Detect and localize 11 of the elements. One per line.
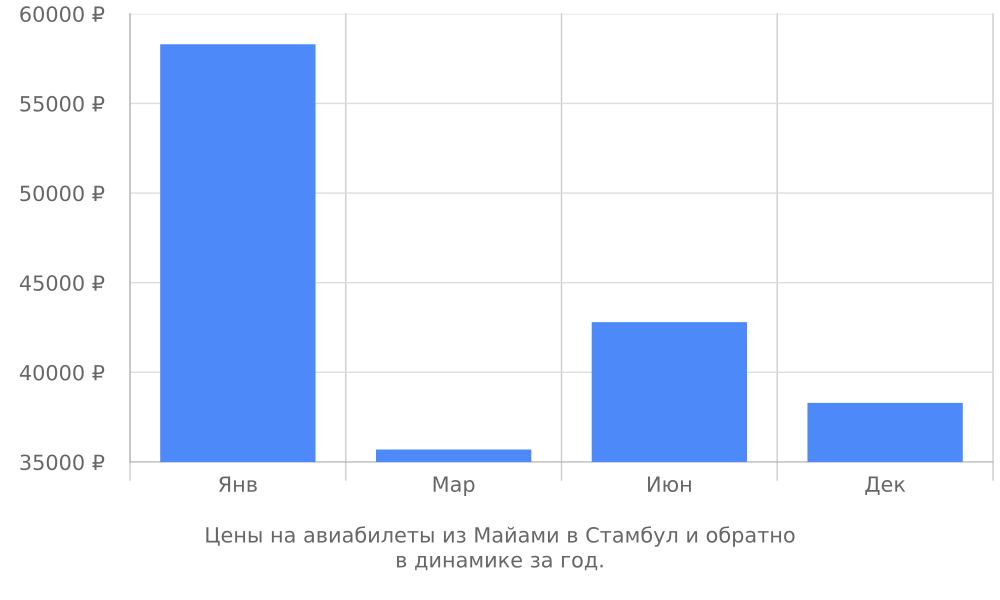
y-tick-label: 55000 ₽: [20, 96, 104, 112]
y-tick-label: 50000 ₽: [20, 186, 104, 202]
y-tick-label: 60000 ₽: [20, 6, 104, 22]
x-tick-label: Янв: [219, 476, 257, 492]
y-tick-label: 35000 ₽: [20, 454, 104, 470]
x-tick-label: Мар: [434, 476, 474, 496]
x-tick-label: Июн: [648, 476, 691, 492]
y-tick-label: 40000 ₽: [20, 364, 104, 381]
x-tick-label: Дек: [865, 476, 906, 495]
y-tick-label: 45000 ₽: [20, 275, 104, 291]
text: Цены на авиабилеты из Майами в Стамбул и обратно в динамике за год.: [206, 526, 795, 570]
